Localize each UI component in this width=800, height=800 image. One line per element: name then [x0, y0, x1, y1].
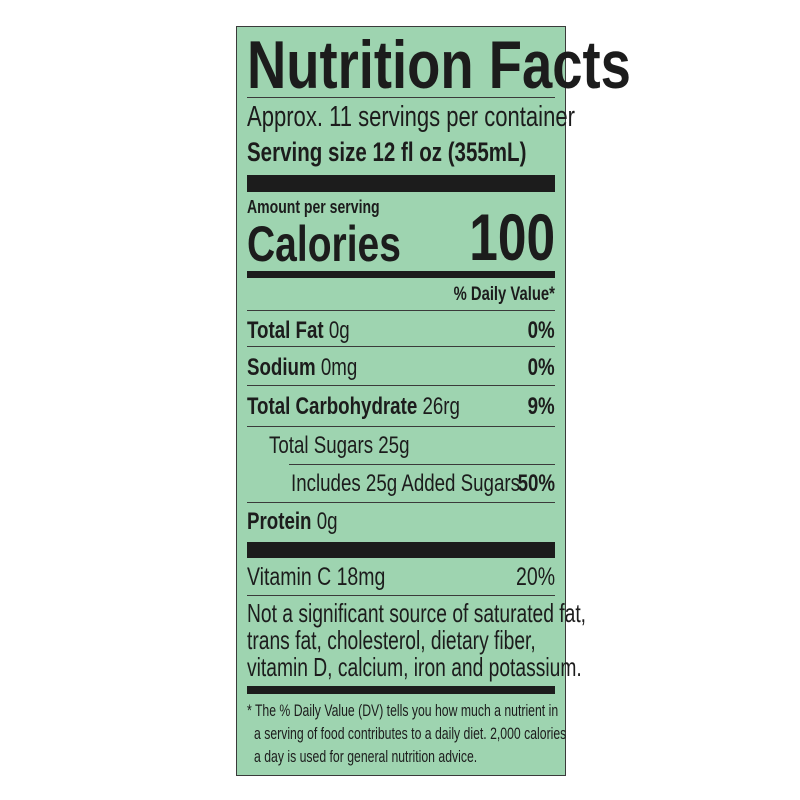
divider	[247, 502, 555, 503]
divider	[247, 346, 555, 347]
nutrient-dv: 50%	[517, 470, 555, 497]
divider	[289, 464, 555, 465]
footnote-line: a day is used for general nutrition advi…	[254, 747, 478, 766]
nutrient-row-total-sugars: Total Sugars 25g	[269, 432, 410, 459]
not-significant-line: trans fat, cholesterol, dietary fiber,	[247, 625, 536, 655]
nutrient-name: Total Fat	[247, 317, 324, 344]
nutrient-dv: 0%	[527, 354, 555, 381]
serving-size-label: Serving size	[247, 137, 367, 167]
vitamin-c-dv: 20%	[515, 563, 555, 591]
divider	[247, 97, 555, 98]
medium-bar	[247, 271, 555, 278]
nutrient-dv: 0%	[527, 317, 555, 344]
nutrient-amount: 0mg	[320, 354, 358, 381]
nutrient-dv: 9%	[527, 393, 555, 420]
footnote-line: * The % Daily Value (DV) tells you how m…	[247, 701, 559, 720]
nutrient-row-total-carbohydrate: Total Carbohydrate 26rg	[247, 395, 460, 419]
nutrient-row-added-sugars: Includes 25g Added Sugars	[291, 470, 520, 497]
nutrient-amount: 0g	[328, 317, 350, 344]
nutrient-name: Sodium	[247, 354, 316, 381]
serving-size-value: 12 fl oz (355mL)	[372, 137, 527, 167]
nutrient-row-total-fat: Total Fat 0g	[247, 319, 350, 343]
nutrient-amount: 26rg	[422, 393, 460, 420]
calories-label: Calories	[247, 216, 401, 272]
label-title: Nutrition Facts	[247, 27, 631, 103]
thick-bar	[247, 542, 555, 558]
nutrition-facts-label: Nutrition Facts Approx. 11 servings per …	[236, 26, 631, 776]
servings-per-container: Approx. 11 servings per container	[247, 101, 575, 133]
calories-value: 100	[469, 200, 555, 274]
thick-bar	[247, 175, 555, 192]
divider	[247, 595, 555, 596]
nutrient-row-sodium: Sodium 0mg	[247, 356, 357, 380]
daily-value-header: % Daily Value*	[453, 284, 555, 305]
not-significant-line: vitamin D, calcium, iron and potassium.	[247, 652, 582, 682]
divider	[247, 310, 555, 311]
not-significant-line: Not a significant source of saturated fa…	[247, 598, 587, 628]
nutrient-name: Protein	[247, 508, 312, 535]
amount-per-serving: Amount per serving	[247, 197, 380, 217]
nutrient-amount: 0g	[316, 508, 338, 535]
nutrient-name: Total Carbohydrate	[247, 393, 418, 420]
medium-bar	[247, 686, 555, 694]
footnote-line: a serving of food contributes to a daily…	[254, 724, 567, 743]
nutrient-row-protein: Protein 0g	[247, 510, 338, 534]
divider	[247, 385, 555, 386]
vitamin-c-row: Vitamin C 18mg	[247, 563, 386, 591]
serving-size: Serving size 12 fl oz (355mL)	[247, 139, 526, 166]
divider	[247, 426, 555, 427]
